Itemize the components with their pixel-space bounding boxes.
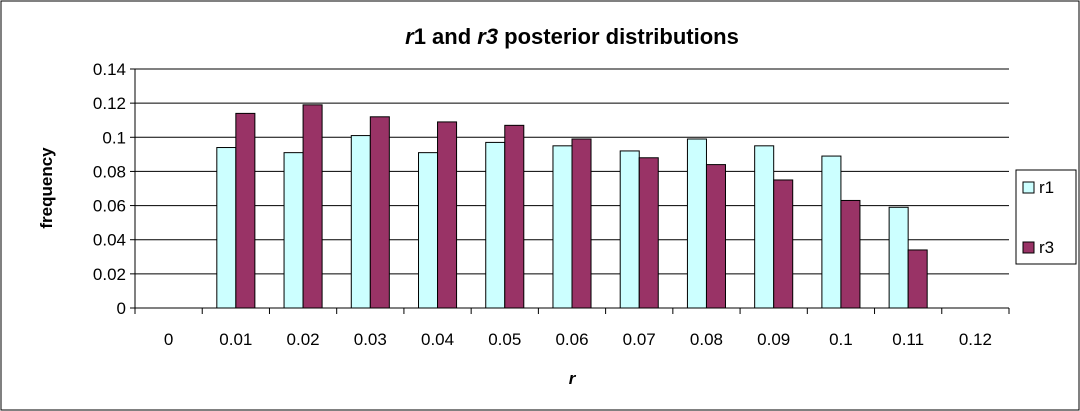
x-tick-label: 0.12 [959, 330, 992, 349]
y-tick-label: 0.1 [102, 128, 126, 147]
legend-label-r1: r1 [1039, 178, 1054, 197]
title-part-3: posterior distributions [498, 24, 739, 49]
bar-r1-0.07 [619, 150, 640, 309]
x-tick-label: 0.01 [219, 330, 252, 349]
x-axis-label: r [569, 369, 577, 388]
y-tick-label: 0.12 [93, 94, 126, 113]
axes [130, 68, 1010, 314]
legend-swatch-r3 [1022, 241, 1035, 254]
x-tick-labels: 0 0.01 0.02 0.03 0.04 0.05 0.06 0.07 0.08 0.09 0.1… [164, 330, 992, 349]
y-axis-label: frequency [37, 147, 56, 229]
chart-title: r1 and r3 posterior distributions [405, 24, 739, 49]
bar-r1-0.01 [216, 147, 237, 309]
y-tick-labels: 0 0.02 0.04 0.06 0.08 0.1 0.12 0.14 [93, 60, 126, 318]
bar-r3-0.03 [369, 116, 390, 309]
x-tick-label: 0.08 [690, 330, 723, 349]
bar-r3-0.1 [840, 199, 861, 309]
x-tick-label: 0.05 [488, 330, 521, 349]
x-tick-label: 0.11 [892, 330, 924, 349]
bar-r1-0.03 [350, 135, 371, 309]
x-tick-label: 0 [164, 330, 173, 349]
x-tick-label: 0.1 [829, 330, 853, 349]
y-tick-label: 0.14 [93, 60, 126, 79]
y-tick-label: 0 [117, 299, 126, 318]
legend-label-r3: r3 [1039, 238, 1054, 257]
bar-r1-0.04 [418, 152, 439, 309]
bars [216, 104, 928, 309]
legend: r1 r3 [1015, 169, 1077, 265]
bar-r1-0.06 [552, 145, 573, 309]
bar-r1-0.09 [754, 145, 775, 309]
bar-r1-0.02 [283, 152, 304, 309]
y-tick-label: 0.06 [93, 197, 126, 216]
x-tick-label: 0.04 [421, 330, 454, 349]
title-part-0: r [405, 24, 415, 49]
bar-r3-0.05 [504, 124, 525, 309]
title-part-2: r3 [477, 24, 498, 49]
bar-r1-0.1 [821, 155, 842, 309]
bar-r1-0.11 [888, 206, 909, 309]
bar-r3-0.07 [638, 157, 659, 309]
bar-r3-0.06 [571, 138, 592, 309]
bar-r3-0.02 [302, 104, 323, 309]
bar-r3-0.11 [907, 249, 928, 309]
x-tick-label: 0.09 [757, 330, 790, 349]
bar-r1-0.08 [686, 138, 707, 309]
y-tick-label: 0.08 [93, 162, 126, 181]
legend-swatch-r1 [1022, 181, 1035, 194]
x-tick-label: 0.06 [555, 330, 588, 349]
bar-r3-0.08 [705, 164, 726, 309]
x-tick-label: 0.02 [287, 330, 320, 349]
bar-r1-0.05 [485, 141, 506, 309]
title-part-1: 1 and [414, 24, 478, 49]
bar-r3-0.01 [235, 112, 256, 309]
x-tick-label: 0.07 [623, 330, 656, 349]
y-tick-label: 0.02 [93, 265, 126, 284]
y-tick-label: 0.04 [93, 231, 126, 250]
x-tick-label: 0.03 [354, 330, 387, 349]
bar-r3-0.04 [437, 121, 458, 309]
bar-r3-0.09 [773, 179, 794, 309]
